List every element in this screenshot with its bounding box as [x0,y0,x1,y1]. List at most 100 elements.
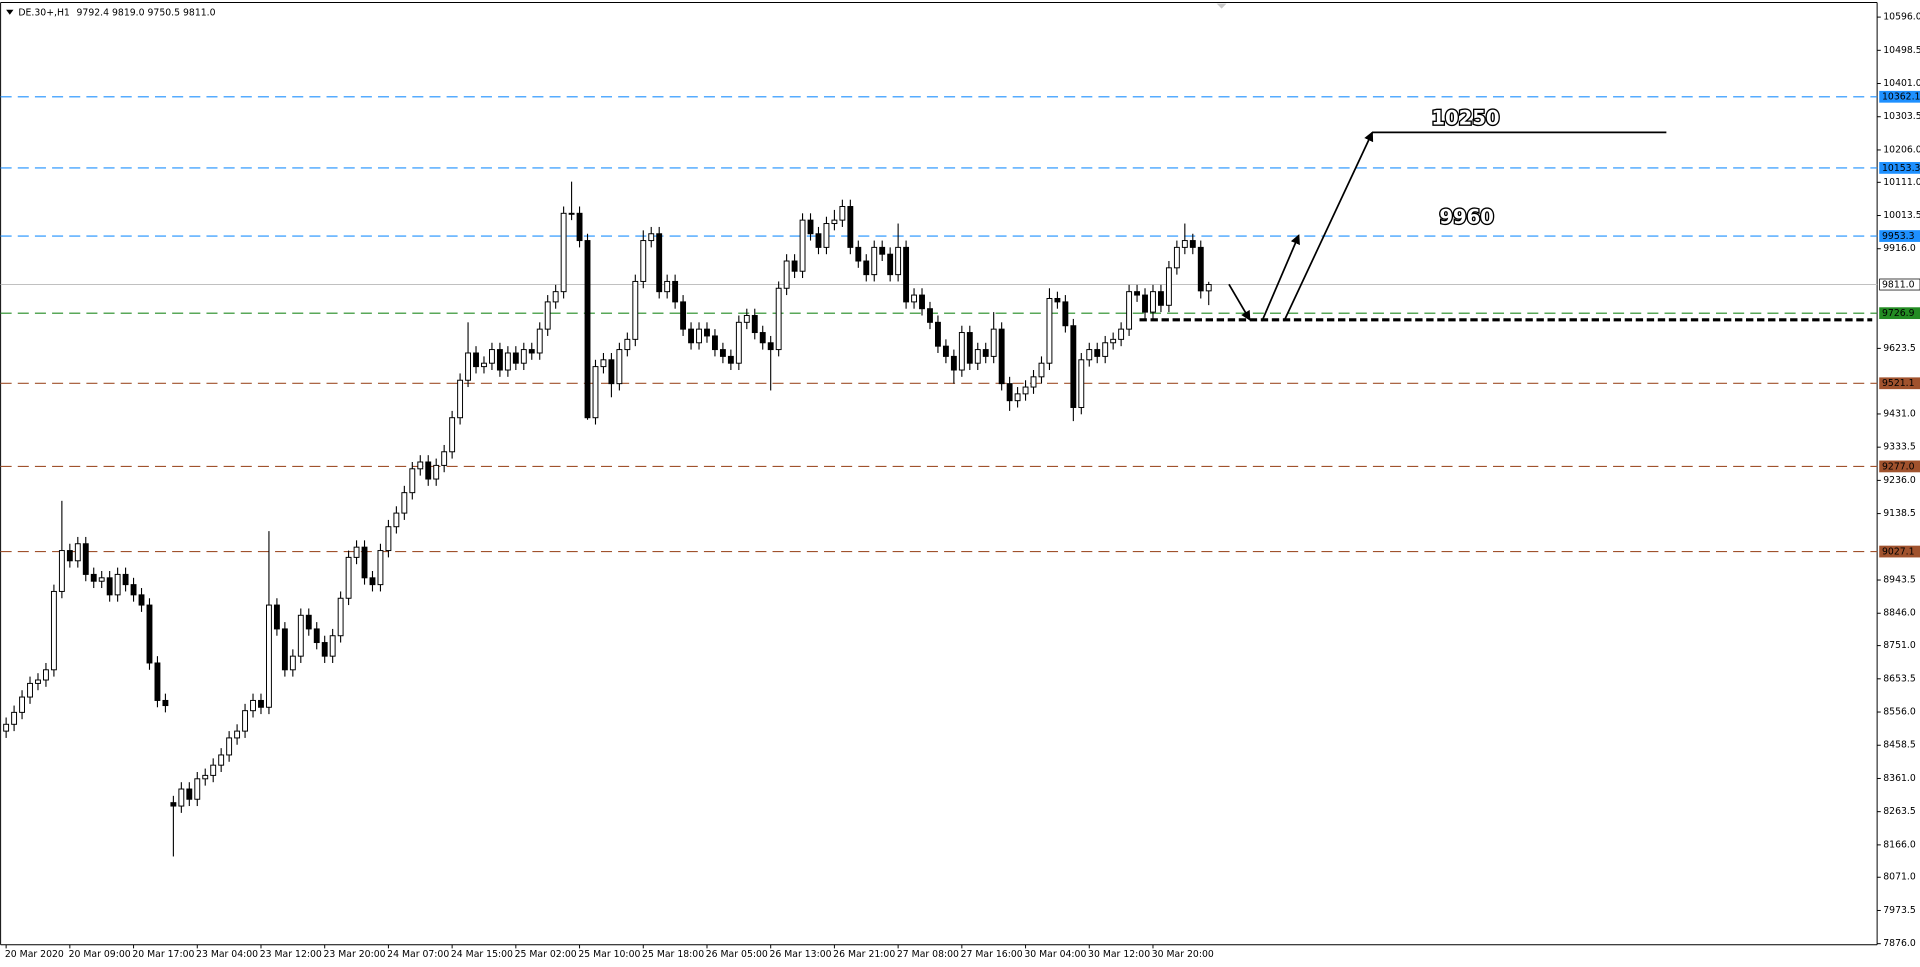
price-level-box [1879,545,1920,558]
candle-body [329,635,336,657]
candle-body [911,294,917,303]
candle-body [998,328,1005,385]
candle-body [600,359,607,368]
price-level-label: 9027.1 [1882,546,1915,557]
candle-body [1189,240,1196,248]
candle-body [457,379,464,419]
candle-body [1030,376,1037,388]
candle-body [1165,267,1172,306]
candle-body [11,711,18,725]
candle-body [512,352,519,364]
y-tick-label: 10111.0 [1883,177,1920,188]
candle-body [632,280,639,340]
y-tick-label: 8458.5 [1883,740,1916,751]
candle-body [935,321,941,347]
candle-body [1158,291,1164,306]
x-tick-label: 20 Mar 2020 [5,949,64,960]
y-tick-label: 8071.0 [1883,872,1916,883]
header-open: 9792.4 [77,7,110,18]
candle-body [919,294,925,310]
candle-body [735,321,742,364]
arrow-up-short [1261,234,1300,322]
candle-body [560,212,567,293]
candle-body [122,573,129,586]
candle-body [138,594,145,606]
candle-body [712,335,718,351]
y-tick-label: 8556.0 [1883,707,1916,718]
y-tick-label: 8943.5 [1883,575,1916,586]
candle-body [1134,291,1140,296]
candle-body [321,642,328,657]
x-tick-label: 26 Mar 13:00 [769,949,831,960]
candle-body [425,461,432,480]
price-level-box [1879,162,1920,174]
candle-body [982,349,989,357]
candle-body [879,246,886,255]
candle-body [281,628,288,671]
candle-body [887,253,894,276]
candle-body [1205,284,1212,292]
candle-body [130,584,137,596]
candle-body [1046,297,1053,364]
arrow-down [1228,283,1251,321]
y-tick-label: 7973.5 [1883,905,1916,916]
price-level-label: 9521.1 [1882,378,1915,389]
candle-body [194,778,201,800]
candle-body [863,260,870,276]
y-tick-label: 10401.0 [1883,78,1920,89]
candle-body [409,468,416,494]
candle-body [1094,349,1101,357]
candle-body [688,328,694,344]
candle-body [990,328,997,357]
candle-body [656,233,663,293]
candle-body [1126,291,1133,330]
y-tick-label: 8166.0 [1883,839,1916,850]
candle-body [504,352,511,371]
candle-body [568,212,575,215]
candle-body [313,628,320,644]
y-tick-label: 9333.5 [1883,442,1916,453]
y-tick-label: 8263.5 [1883,806,1916,817]
candle-body [775,287,782,351]
candle-body [481,362,487,368]
candle-body [377,550,384,586]
price-level-label: 10362.1 [1882,92,1920,103]
candle-body [361,546,368,579]
price-level-box [1879,307,1920,320]
candle-body [624,338,631,351]
y-tick-label: 9431.0 [1883,408,1916,419]
y-tick-label: 10303.5 [1883,111,1920,122]
candle-body [417,461,424,470]
y-tick-label: 10498.5 [1883,45,1920,56]
candle-body [393,512,400,528]
y-tick-label: 9138.5 [1883,508,1916,519]
candle-body [186,788,193,800]
candle-body [751,315,758,334]
candle-body [640,240,647,282]
candle-body [895,246,902,276]
candle-body [146,604,153,664]
candle-body [74,543,81,562]
candle-body [202,774,209,780]
candle-body [552,291,559,303]
candle-body [1118,328,1125,340]
candle-body [43,669,49,681]
x-tick-label: 26 Mar 05:00 [706,949,768,960]
y-tick-label: 8846.0 [1883,608,1916,619]
candle-body [1062,301,1069,327]
candle-body [90,573,97,582]
axes: 10596.0 10498.5 10401.0 10303.5 10206.0 10111… [5,12,1920,960]
candle-body [433,464,440,480]
candle-body [672,280,679,303]
candle-body [465,352,471,381]
candle-body [1054,297,1061,303]
price-level-label: 9953.3 [1882,231,1915,242]
candle-body [1110,338,1117,344]
candle-body [369,577,376,586]
candle-body [1014,393,1021,402]
candle-body [218,754,225,766]
x-tick-label: 26 Mar 21:00 [833,949,895,960]
candle-body [114,573,121,596]
